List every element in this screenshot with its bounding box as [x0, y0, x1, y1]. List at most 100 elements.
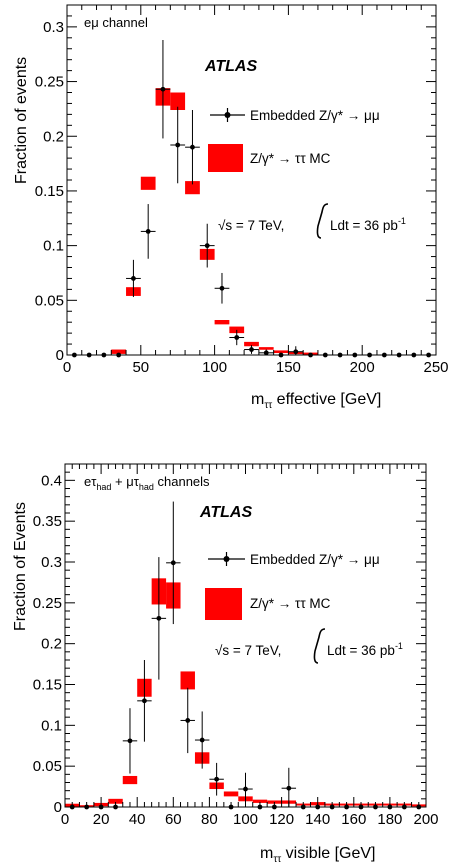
y-tick-label: 0.35 — [33, 513, 62, 530]
mc-bin — [273, 350, 289, 354]
y-axis-title: Fraction of events — [13, 57, 30, 184]
point-marker — [381, 352, 387, 358]
integral-sign — [313, 628, 326, 664]
y-tick-label: 0.25 — [33, 595, 62, 612]
embedded-series — [65, 501, 426, 810]
experiment-label: ATLAS — [199, 504, 252, 521]
point-marker — [145, 229, 151, 234]
point-marker — [204, 243, 210, 249]
embedded-point — [288, 346, 304, 355]
point-marker — [156, 615, 162, 621]
embedded-point — [199, 223, 215, 268]
mc-bin — [223, 791, 239, 797]
lumi-label: Ldt = 36 pb-1 — [330, 216, 406, 233]
y-tick-label: 0.2 — [43, 128, 64, 145]
lumi-superscript: -1 — [398, 216, 406, 226]
lumi-superscript: -1 — [395, 641, 403, 651]
axis-ticks — [66, 4, 437, 356]
y-tick-label: 0.25 — [35, 74, 64, 91]
embedded-point — [376, 352, 392, 358]
embedded-point — [391, 352, 407, 358]
embedded-point — [362, 352, 377, 358]
x-axis-subscript: ττ — [273, 854, 281, 865]
x-tick-label: 50 — [132, 359, 149, 376]
embedded-point — [214, 272, 230, 304]
embedded-point — [170, 106, 186, 184]
x-axis-m: m — [260, 845, 273, 862]
point-marker — [367, 352, 372, 358]
embedded-point — [180, 687, 195, 754]
y-tick-label: 0.4 — [41, 472, 62, 489]
integral-sign — [316, 203, 329, 239]
point-marker — [411, 352, 417, 358]
legend-entry-embedded: Embedded Z/γ* → μμ — [250, 552, 380, 567]
embedded-point — [347, 352, 363, 358]
mc-bin — [258, 347, 274, 350]
x-tick-label: 140 — [305, 811, 330, 828]
embedded-series — [67, 40, 436, 358]
point-marker — [170, 560, 176, 566]
x-tick-labels: 0 20 40 60 80 100 120 140 160 180 200 — [61, 811, 439, 828]
point-marker — [175, 142, 181, 148]
point-marker — [116, 352, 122, 358]
mc-bin — [252, 799, 268, 803]
point-marker — [160, 86, 166, 92]
legend: Embedded Z/γ* → μμ Z/γ* → ττ MC — [208, 108, 380, 172]
point-marker — [185, 718, 191, 723]
embedded-point — [273, 352, 289, 358]
energy-label: √s = 7 TeV, — [218, 218, 284, 233]
embedded-point — [406, 352, 422, 358]
x-tick-label: 100 — [202, 359, 227, 376]
lumi-text: Ldt = 36 pb — [330, 218, 398, 233]
channel-label-mid: + μτ — [111, 474, 139, 489]
lumi-text: Ldt = 36 pb — [327, 643, 395, 658]
embedded-point — [111, 352, 127, 358]
point-marker — [127, 738, 133, 744]
x-axis-title: mττ effective [GeV] — [251, 391, 381, 411]
mc-bin — [180, 671, 195, 690]
x-tick-label: 60 — [165, 811, 182, 828]
y-tick-label: 0.1 — [43, 238, 64, 255]
embedded-point — [96, 352, 112, 358]
x-tick-label: 160 — [341, 811, 366, 828]
mc-bin — [140, 176, 156, 190]
x-tick-label: 200 — [413, 811, 438, 828]
embedded-point — [281, 767, 297, 807]
point-marker — [131, 276, 136, 281]
embedded-point — [185, 110, 200, 185]
point-marker — [293, 349, 299, 355]
point-marker — [86, 352, 92, 358]
x-tick-label: 250 — [423, 359, 448, 376]
y-tick-label: 0 — [54, 799, 62, 816]
legend-points-marker — [224, 112, 231, 118]
y-tick-labels: 0 0.05 0.1 0.15 0.2 0.25 0.3 0.35 0.4 — [33, 472, 62, 816]
legend-entry-embedded: Embedded Z/γ* → μμ — [250, 108, 380, 123]
mc-bin — [111, 349, 127, 354]
embedded-point — [81, 352, 97, 358]
embedded-point — [258, 349, 274, 356]
x-tick-label: 180 — [377, 811, 402, 828]
chart-top: 0 0.05 0.1 0.15 0.2 0.25 0.3 0 50 100 150 200 250 e… — [13, 4, 449, 411]
point-marker — [337, 352, 343, 358]
channel-label-e: eτ — [84, 474, 97, 489]
embedded-point — [166, 501, 181, 625]
point-marker — [190, 144, 195, 150]
channel-label: eτhad + μτhad channels — [84, 474, 210, 492]
x-tick-labels: 0 50 100 150 200 250 — [63, 359, 449, 376]
y-tick-label: 0.3 — [41, 554, 62, 571]
y-tick-label: 0.3 — [43, 19, 64, 36]
y-tick-label: 0.05 — [35, 292, 64, 309]
embedded-point — [140, 204, 156, 259]
x-axis-suffix: visible [GeV] — [281, 845, 375, 862]
axis-ticks — [64, 463, 427, 808]
legend-entry-mc: Z/γ* → ττ MC — [250, 151, 331, 166]
point-marker — [234, 335, 240, 340]
y-tick-label: 0.15 — [35, 183, 64, 200]
embedded-point — [155, 40, 171, 139]
y-tick-label: 0.1 — [41, 717, 62, 734]
lumi-label: Ldt = 36 pb-1 — [327, 641, 403, 658]
channel-label: eμ channel — [84, 15, 148, 30]
y-tick-label: 0.15 — [33, 677, 62, 694]
